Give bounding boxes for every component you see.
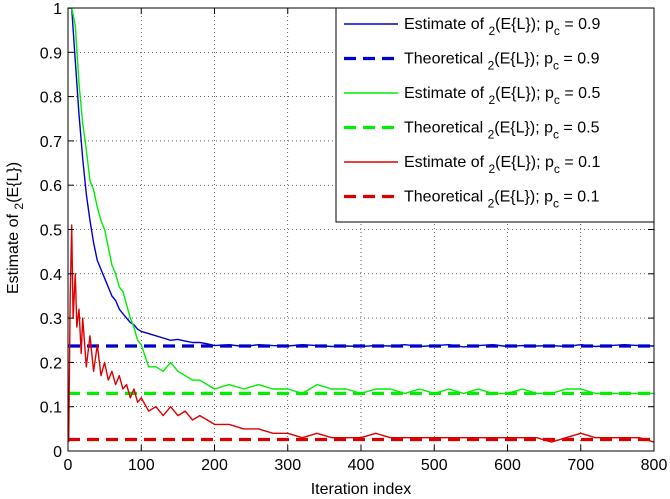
legend-label-mid: (E{L}); p (495, 85, 554, 102)
y-axis-title-subscript: 2 (12, 203, 26, 210)
y-tick-label: 0.2 (40, 355, 62, 372)
legend-box (335, 7, 655, 223)
x-tick-label: 200 (201, 457, 228, 474)
y-axis-title: Estimate of 2(E{L}) (5, 162, 26, 294)
legend-label-subscript-c: c (553, 128, 559, 142)
legend-label-subscript: 2 (488, 59, 495, 73)
tick-labels: 0 100 200 300 400 500 600 700 800 0 0.1 0.2 0.3 0.4 0.… (40, 1, 668, 474)
legend-label-pre: Theoretical (404, 120, 488, 137)
legend-label-subscript-c: c (553, 197, 559, 211)
legend-label-post: = 0.5 (560, 85, 601, 102)
legend-label-mid: (E{L}); p (494, 120, 553, 137)
legend-label-subscript: 2 (488, 197, 495, 211)
y-tick-label: 0.7 (40, 134, 62, 151)
legend-label-pre: Theoretical (404, 189, 488, 206)
legend: Estimate of 2(E{L}); pc = 0.9Theoretical… (335, 7, 655, 223)
legend-label-pre: Estimate of (404, 85, 488, 102)
y-tick-label: 0 (53, 444, 62, 461)
x-tick-label: 0 (64, 457, 73, 474)
legend-label-pre: Theoretical (404, 51, 488, 68)
x-axis-title: Iteration index (311, 481, 412, 498)
x-tick-label: 400 (348, 457, 375, 474)
y-tick-label: 0.1 (40, 400, 62, 417)
legend-label: Estimate of 2(E{L}); pc = 0.5 (404, 85, 600, 107)
legend-label: Theoretical 2(E{L}); pc = 0.5 (404, 120, 600, 142)
x-tick-label: 100 (128, 457, 155, 474)
legend-label-post: = 0.9 (559, 51, 600, 68)
plot-series (68, 8, 654, 443)
y-tick-label: 0.9 (40, 45, 62, 62)
legend-label-pre: Estimate of (404, 154, 488, 171)
x-tick-label: 500 (421, 457, 448, 474)
legend-label-subscript: 2 (488, 93, 495, 107)
legend-label-subscript-c: c (554, 162, 560, 176)
legend-label-post: = 0.1 (560, 154, 601, 171)
y-axis-title-post: (E{L}) (5, 162, 22, 203)
legend-label: Estimate of 2(E{L}); pc = 0.1 (404, 154, 600, 176)
legend-label-pre: Estimate of (404, 16, 488, 33)
legend-label-post: = 0.5 (559, 120, 600, 137)
x-tick-label: 600 (494, 457, 521, 474)
legend-label-subscript-c: c (553, 59, 559, 73)
legend-label-subscript: 2 (488, 128, 495, 142)
legend-label-mid: (E{L}); p (495, 16, 554, 33)
legend-label: Theoretical 2(E{L}); pc = 0.9 (404, 51, 600, 73)
series-line-5 (68, 224, 654, 443)
x-tick-label: 700 (567, 457, 594, 474)
y-tick-label: 1 (53, 1, 62, 18)
y-tick-label: 0.3 (40, 311, 62, 328)
y-tick-label: 0.8 (40, 90, 62, 107)
y-tick-label: 0.4 (40, 267, 62, 284)
y-axis-title-pre: Estimate of (5, 210, 22, 294)
legend-label-mid: (E{L}); p (494, 51, 553, 68)
legend-label: Estimate of 2(E{L}); pc = 0.9 (404, 16, 600, 38)
legend-label-post: = 0.9 (560, 16, 601, 33)
y-tick-label: 0.6 (40, 178, 62, 195)
legend-label-subscript-c: c (554, 93, 560, 107)
x-tick-label: 800 (641, 457, 668, 474)
legend-label-subscript-c: c (554, 24, 560, 38)
legend-label-subscript: 2 (488, 24, 495, 38)
legend-label-post: = 0.1 (559, 189, 600, 206)
x-tick-label: 300 (274, 457, 301, 474)
legend-label-mid: (E{L}); p (495, 154, 554, 171)
legend-label-subscript: 2 (488, 162, 495, 176)
y-tick-label: 0.5 (40, 223, 62, 240)
legend-label: Theoretical 2(E{L}); pc = 0.1 (404, 189, 600, 211)
legend-label-mid: (E{L}); p (494, 189, 553, 206)
